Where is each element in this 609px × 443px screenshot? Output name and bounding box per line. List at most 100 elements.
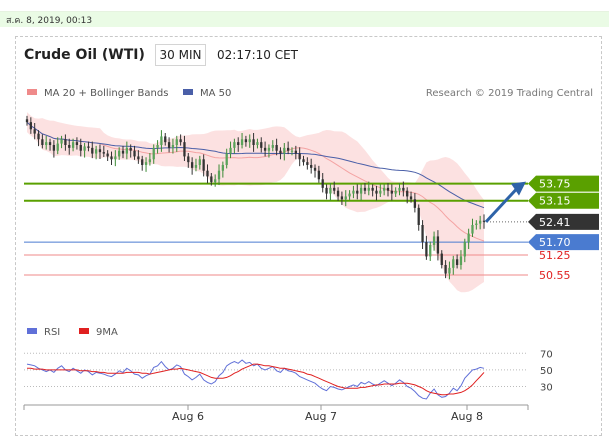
candle-body — [482, 220, 486, 222]
rsima-legend-swatch — [79, 328, 89, 334]
rsi-tick-label: 70 — [540, 349, 553, 360]
candle-body — [386, 187, 390, 191]
candle-body — [356, 190, 359, 194]
candle-body — [333, 187, 336, 191]
candle-body — [144, 162, 148, 165]
candle-body — [471, 225, 474, 234]
candle-body — [302, 159, 305, 163]
candle-body — [310, 165, 313, 168]
candle-body — [60, 139, 63, 144]
candle-body — [171, 145, 175, 148]
level-tag-resistance — [528, 192, 599, 209]
chart-clock: 02:17:10 CET — [217, 48, 298, 62]
candle-body — [263, 147, 267, 151]
interval-selector[interactable]: 30 MIN — [155, 44, 206, 66]
candle-body — [359, 187, 363, 194]
candle-body — [455, 259, 459, 265]
candle-body — [33, 129, 36, 134]
candle-body — [56, 143, 59, 151]
candle-body — [71, 142, 75, 148]
rsi-panel: 70 50 30 — [24, 349, 553, 400]
candle-body — [52, 145, 56, 151]
candle-body — [363, 187, 367, 191]
rsi-ma-line — [27, 363, 485, 396]
candle-body — [233, 142, 236, 148]
candle-body — [336, 190, 340, 197]
credit-label: Research © 2019 Trading Central — [426, 88, 593, 99]
rsi-tick-label: 30 — [540, 383, 553, 394]
candle-body — [379, 190, 382, 194]
x-axis-label: Aug 8 — [451, 410, 483, 423]
candle-body — [398, 187, 401, 191]
candle-body — [432, 236, 436, 245]
level-label-support_minor: 50.55 — [539, 269, 571, 282]
candle-body — [329, 187, 332, 194]
candle-body — [29, 122, 32, 130]
candle-body — [429, 245, 432, 257]
level-tag-resistance — [528, 175, 599, 192]
level-tag-support — [528, 234, 599, 251]
candle-body — [406, 190, 409, 197]
candle-body — [102, 152, 105, 154]
forecast-arrow-shaft — [484, 188, 518, 223]
candle-body — [79, 145, 82, 151]
candle-body — [87, 146, 90, 148]
candle-body — [75, 142, 79, 145]
candle-body — [217, 170, 221, 180]
candle-body — [459, 256, 463, 265]
candle-body — [214, 179, 217, 183]
x-axis-label: Aug 7 — [305, 410, 337, 423]
candle-body — [167, 142, 171, 148]
x-axis-label: Aug 6 — [172, 410, 204, 423]
candle-body — [371, 187, 374, 191]
candle-body — [344, 196, 347, 200]
candle-body — [467, 233, 470, 243]
candle-body — [137, 156, 140, 160]
candle-body — [121, 150, 125, 154]
chart-frame — [15, 36, 602, 436]
level-label-resistance: 53.15 — [539, 195, 571, 208]
candle-body — [317, 170, 321, 180]
candle-body — [152, 147, 155, 160]
candle-body — [306, 162, 309, 165]
rsi-legend-swatch — [27, 328, 37, 334]
candle-body — [83, 146, 86, 151]
candle-body — [367, 187, 370, 191]
candle-body — [440, 253, 443, 265]
candle-body — [444, 265, 447, 274]
candle-body — [64, 139, 67, 145]
bollinger-band-area — [27, 112, 484, 293]
candle-body — [198, 159, 201, 165]
candle-body — [141, 159, 144, 165]
candle-body — [267, 147, 271, 151]
candle-body — [45, 142, 48, 145]
timestamp-bar: ส.ค. 8, 2019, 00:13 — [0, 11, 609, 27]
x-axis-labels: Aug 6 Aug 7 Aug 8 — [23, 405, 529, 423]
candle-body — [202, 159, 205, 171]
candle-body — [41, 139, 44, 145]
candle-body — [221, 165, 225, 171]
candle-body — [271, 145, 274, 148]
level-label-support_minor: 51.25 — [539, 249, 571, 262]
candle-body — [118, 150, 121, 157]
level-label-resistance: 53.75 — [539, 178, 571, 191]
candle-body — [179, 139, 182, 143]
candle-body — [37, 133, 40, 140]
level-tag-last — [528, 213, 599, 230]
candle-body — [190, 162, 194, 168]
candle-body — [206, 170, 209, 177]
candle-body — [275, 145, 278, 151]
candle-body — [240, 139, 244, 145]
candle-body — [283, 147, 286, 154]
ma50-line — [26, 121, 485, 209]
candle-body — [48, 142, 52, 145]
candle-body — [321, 179, 324, 188]
ma50-legend-label: MA 50 — [200, 88, 231, 99]
candle-body — [390, 190, 393, 194]
candle-body — [160, 136, 163, 145]
candle-body — [463, 242, 466, 257]
ma50-legend-swatch — [183, 89, 193, 95]
rsi-legend-label: RSI — [44, 327, 60, 338]
candle-body — [225, 153, 228, 165]
